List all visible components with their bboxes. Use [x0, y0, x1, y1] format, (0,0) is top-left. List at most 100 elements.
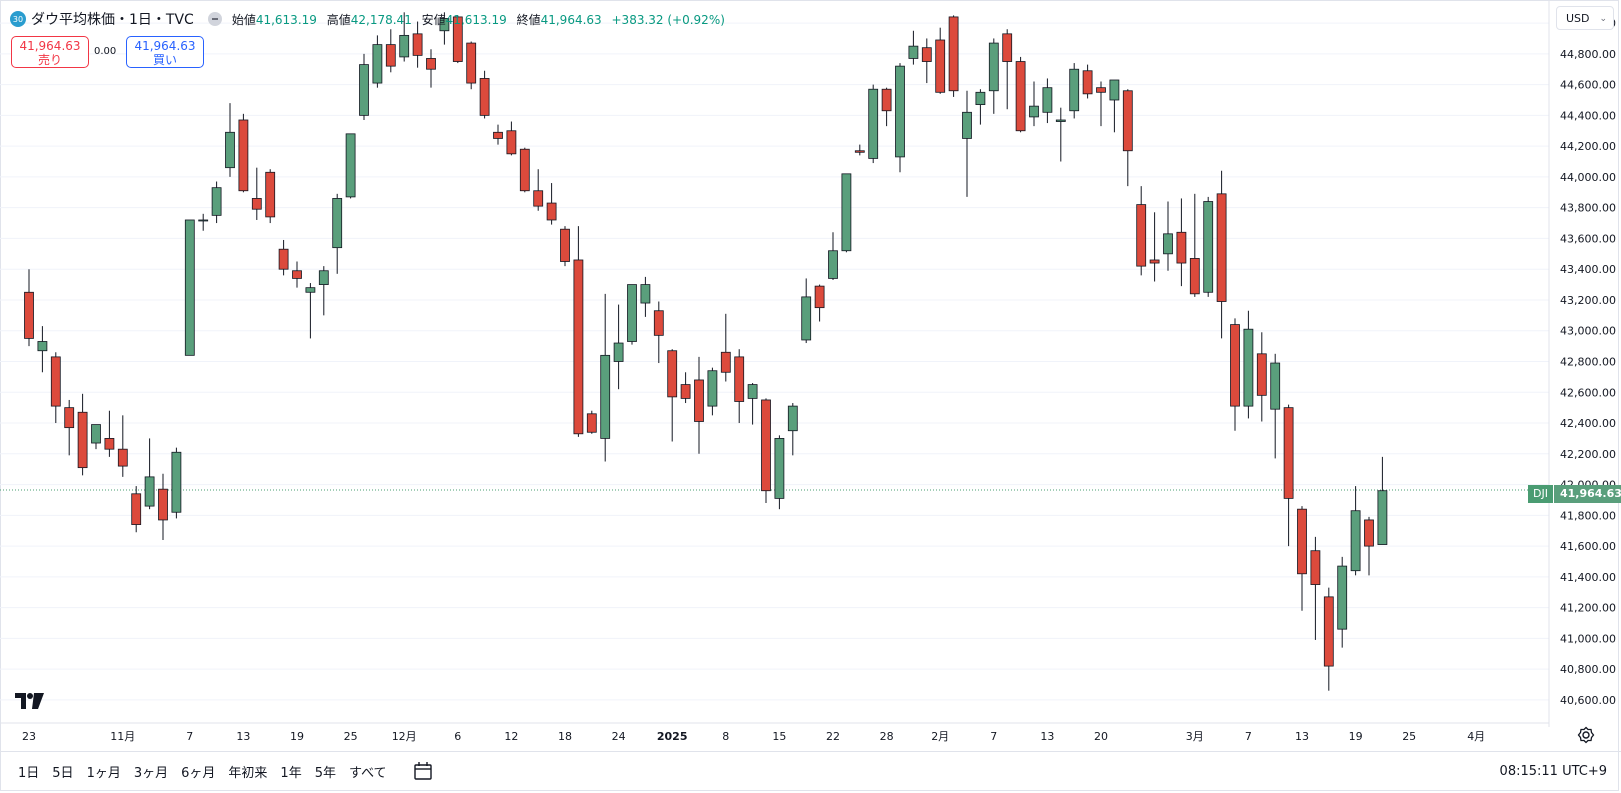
candle-body: [305, 287, 316, 293]
candle-body: [1364, 519, 1374, 547]
sell-button[interactable]: 41,964.63 売り: [11, 36, 89, 68]
currency-select[interactable]: USD ⌄: [1556, 6, 1614, 30]
candle-body: [466, 42, 477, 84]
y-tick-label: 43,600.00: [1560, 232, 1616, 245]
candle: [238, 113, 249, 193]
candle: [774, 435, 785, 510]
candle-body: [533, 190, 544, 207]
range-button[interactable]: 1年: [280, 766, 302, 781]
x-tick-label: 12: [504, 730, 518, 743]
candle-body: [1042, 87, 1053, 113]
candle: [1216, 170, 1227, 339]
range-button[interactable]: 6ヶ月: [181, 766, 216, 781]
candle: [1364, 516, 1374, 576]
candle: [988, 38, 999, 114]
x-tick-label: 13: [236, 730, 250, 743]
candle-body: [1149, 259, 1160, 264]
sell-label: 売り: [37, 53, 62, 67]
range-button[interactable]: 5日: [52, 766, 74, 781]
candle: [747, 383, 758, 425]
range-button[interactable]: 1ヶ月: [86, 766, 121, 781]
candle-body: [1270, 362, 1281, 410]
candle: [1189, 193, 1200, 297]
spread-value: 0.00: [94, 46, 117, 57]
buy-label: 買い: [152, 53, 177, 67]
candle-body: [345, 133, 356, 198]
range-button[interactable]: 1日: [18, 766, 40, 781]
y-tick-label: 40,600.00: [1560, 694, 1616, 707]
candle-body: [493, 131, 503, 139]
candle-body: [1310, 550, 1321, 585]
y-tick-label: 44,400.00: [1560, 109, 1616, 122]
symbol-badge-icon[interactable]: 30: [10, 11, 26, 27]
x-tick-label: 13: [1040, 730, 1054, 743]
candle-body: [385, 44, 396, 67]
candle-body: [1002, 33, 1013, 62]
candle: [1002, 29, 1013, 110]
candle: [1042, 78, 1053, 124]
candle: [533, 169, 544, 211]
candle: [680, 372, 691, 404]
candle: [1163, 201, 1173, 271]
x-tick-label: 6: [454, 730, 461, 743]
x-tick-label: 25: [1402, 730, 1416, 743]
candle-body: [1230, 324, 1240, 407]
candle: [278, 239, 289, 276]
x-tick-label: 22: [826, 730, 840, 743]
candle: [104, 410, 115, 457]
x-tick-label: 19: [1349, 730, 1363, 743]
range-button[interactable]: すべて: [348, 766, 387, 781]
candle-body: [359, 64, 369, 116]
candle: [1149, 212, 1160, 282]
candle-body: [1337, 565, 1348, 630]
candle: [841, 173, 852, 253]
candle-body: [104, 438, 115, 450]
candle: [801, 278, 812, 344]
x-tick-label: 7: [186, 730, 193, 743]
y-tick-label: 41,400.00: [1560, 571, 1616, 584]
candle: [586, 410, 597, 434]
symbol-title[interactable]: ダウ平均株価・1日・TVC: [31, 12, 194, 28]
buy-button[interactable]: 41,964.63 買い: [126, 36, 204, 68]
candle-body: [171, 451, 182, 513]
price-tag-value: 41,964.63: [1553, 485, 1621, 503]
candle-body: [158, 488, 168, 521]
candle-body: [814, 285, 825, 309]
candle-body: [1283, 407, 1294, 499]
candle: [385, 29, 396, 73]
candle: [975, 89, 986, 125]
candle-body: [211, 187, 222, 216]
x-tick-label: 7: [990, 730, 997, 743]
x-tick-label: 20: [1094, 730, 1108, 743]
x-tick-label: 24: [612, 730, 626, 743]
candle: [814, 284, 825, 322]
tradingview-logo-icon[interactable]: [15, 693, 45, 709]
candle-body: [117, 448, 128, 467]
candle: [1029, 81, 1039, 127]
collapse-button-icon[interactable]: [207, 12, 222, 26]
x-tick-label: 12月: [392, 730, 417, 743]
candle: [787, 403, 798, 456]
calendar-icon[interactable]: [412, 760, 434, 782]
candle: [1176, 198, 1187, 287]
candle-body: [50, 356, 61, 407]
candle-body: [1082, 70, 1093, 95]
candle-body: [573, 259, 584, 435]
range-button[interactable]: 年初来: [228, 766, 268, 781]
clock[interactable]: 08:15:11 UTC+9: [1499, 764, 1607, 779]
candle: [1082, 64, 1093, 99]
price-axis[interactable]: 40,600.00 40,800.00 41,000.00 41,200.00 41,4…: [1560, 17, 1616, 707]
range-buttons: 1日 5日 1ヶ月 3ヶ月 6ヶ月 年初来 1年 5年 すべて: [18, 762, 400, 781]
candle: [117, 415, 128, 477]
candle-body: [1015, 61, 1026, 132]
range-button[interactable]: 5年: [314, 766, 336, 781]
candle: [1122, 89, 1133, 187]
candle-body: [238, 119, 249, 192]
candle: [452, 15, 463, 64]
range-button[interactable]: 3ヶ月: [133, 766, 169, 781]
candle-body: [828, 250, 838, 279]
candle: [1323, 587, 1334, 691]
time-axis[interactable]: 23 11月 7 13 19 25 12月 6 12 18 24 2025 8 15 22 28 2月 7 13 20…: [22, 730, 1485, 743]
gear-icon[interactable]: [1577, 726, 1595, 744]
